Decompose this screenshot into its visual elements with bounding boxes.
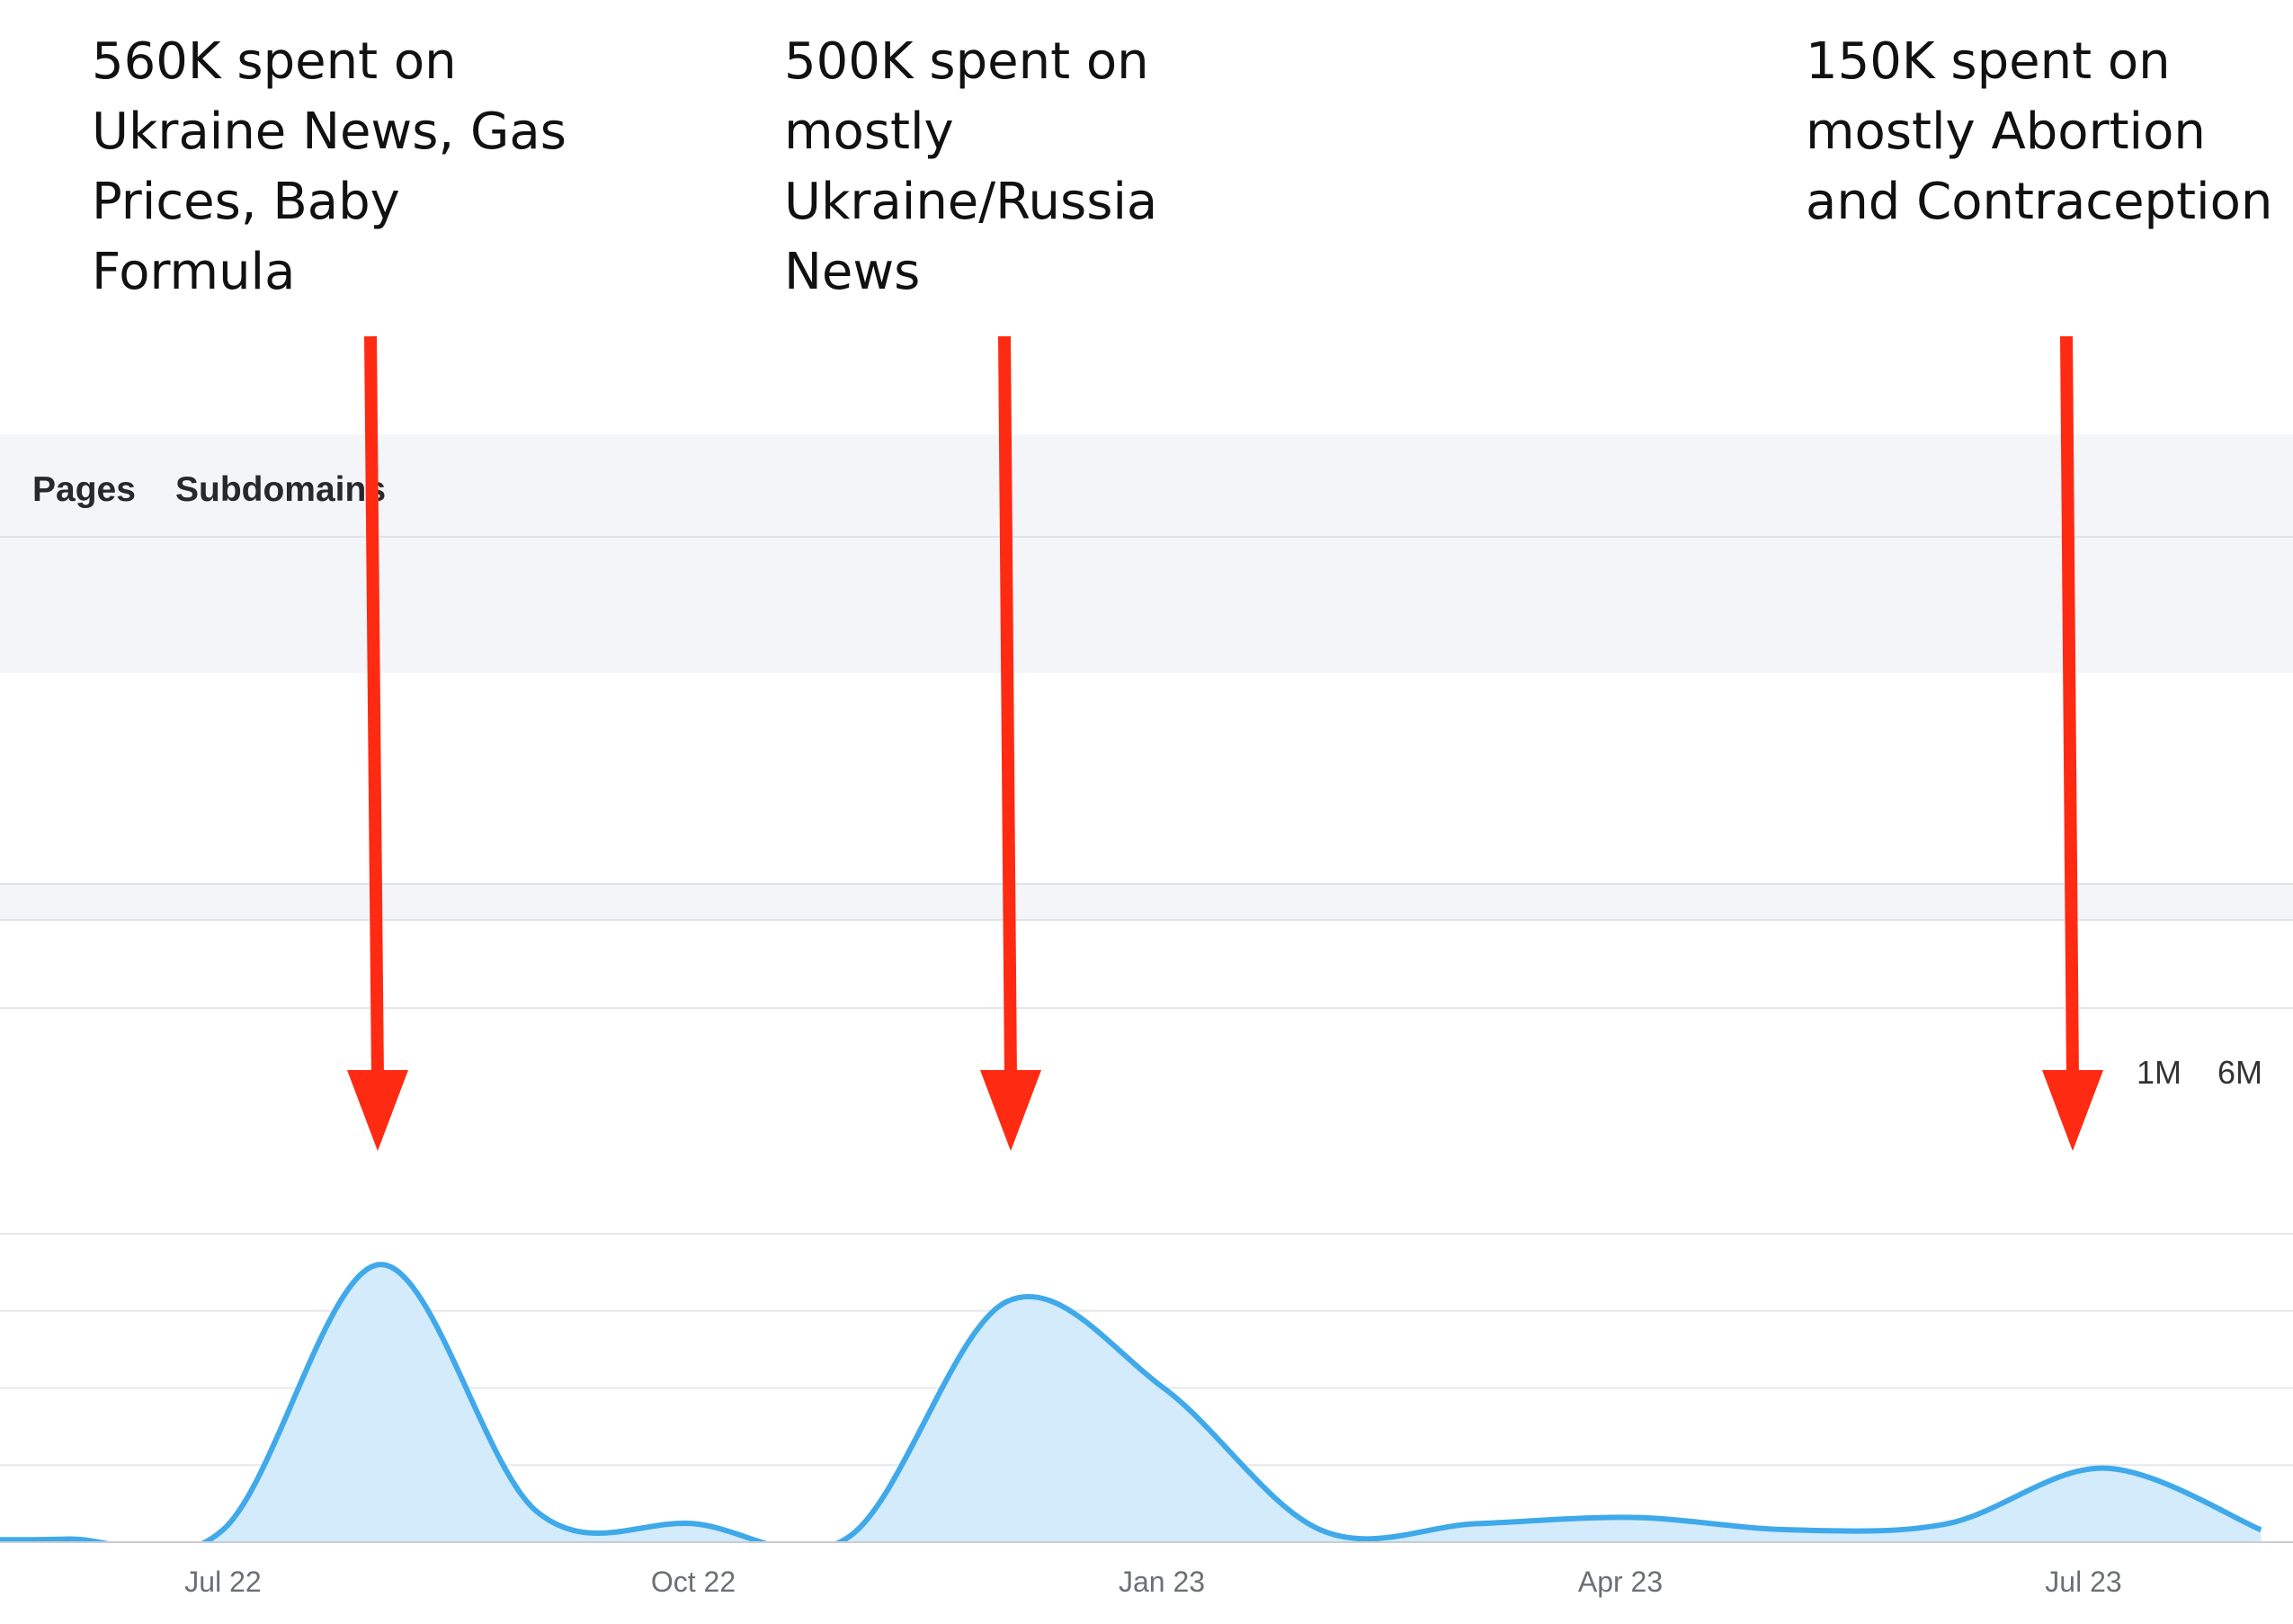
annotation-spend-jul23: 150K spent on mostly Abortion and Contra… — [1806, 32, 2273, 231]
x-tick-label-0: Jul 22 — [184, 1566, 261, 1598]
annotation-spend-dec22: 500K spent on mostly Ukraine/Russia News — [784, 32, 1158, 301]
x-tick-label-2: Jan 23 — [1119, 1566, 1205, 1598]
tab-pages[interactable]: Pages — [32, 470, 136, 509]
range-1m-button[interactable]: 1M — [2137, 1054, 2182, 1091]
tab-subdomains[interactable]: Subdomains — [175, 470, 387, 509]
x-tick-label-3: Apr 23 — [1578, 1566, 1663, 1598]
range-6m-button[interactable]: 6M — [2217, 1054, 2263, 1091]
chart-top-rule — [0, 1007, 2293, 1009]
series-line — [0, 1262, 2262, 1542]
series-area — [0, 1264, 2262, 1542]
x-tick-label-1: Oct 22 — [651, 1566, 736, 1598]
annotation-spend-jul22: 560K spent on Ukraine News, Gas Prices, … — [92, 32, 567, 301]
x-tick-label-4: Jul 23 — [2045, 1566, 2121, 1598]
